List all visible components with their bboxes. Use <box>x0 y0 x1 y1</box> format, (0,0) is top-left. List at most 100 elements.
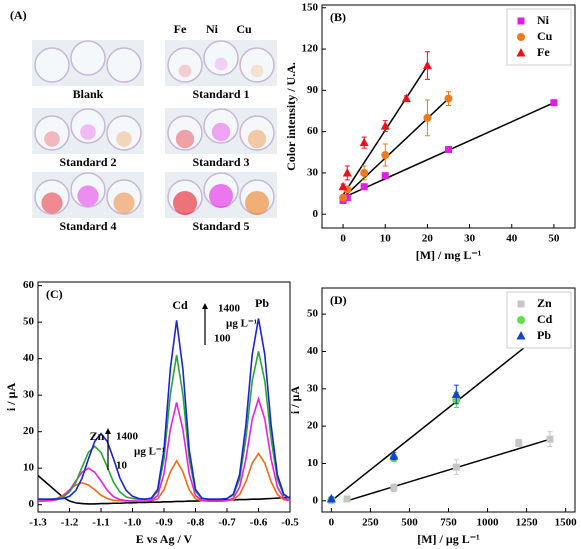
fit-line <box>330 326 551 502</box>
color-spot <box>41 192 63 214</box>
legend-marker <box>517 300 525 308</box>
legend-label: Zn <box>537 296 552 310</box>
marker <box>338 181 348 191</box>
y-tick-label: 10 <box>307 457 319 469</box>
y-tick-label: 150 <box>302 1 319 13</box>
x-axis-label: E vs Ag / V <box>136 532 193 546</box>
y-tick-label: 30 <box>23 389 35 401</box>
fit-line <box>342 98 450 199</box>
legend-marker <box>516 331 526 340</box>
x-tick-label: 0 <box>340 233 346 245</box>
marker <box>360 168 369 177</box>
device-photo <box>32 172 144 218</box>
marker <box>451 389 461 398</box>
marker <box>515 439 523 447</box>
metal-label: Fe <box>174 22 187 36</box>
y-tick-label: 20 <box>23 425 35 437</box>
legend-marker <box>517 17 525 25</box>
voltammogram <box>38 396 291 502</box>
x-tick-label: -1.0 <box>124 517 142 529</box>
sample-label: Standard 1 <box>192 87 249 101</box>
sample-zone <box>106 179 142 215</box>
y-tick-label: 40 <box>23 352 35 364</box>
y-tick-label: 50 <box>307 308 319 320</box>
marker <box>359 137 369 147</box>
y-tick-label: 30 <box>307 382 319 394</box>
annotation: 100 <box>214 333 231 345</box>
sample-zone <box>70 172 106 208</box>
x-tick-label: -0.9 <box>155 517 173 529</box>
x-tick-label: 500 <box>401 517 418 529</box>
color-spot <box>116 131 132 147</box>
x-tick-label: 1000 <box>477 517 500 529</box>
fit-line <box>346 438 551 502</box>
arrow-head <box>105 428 111 434</box>
annotation: µg L⁻¹ <box>134 446 165 458</box>
x-tick-label: 20 <box>422 233 434 245</box>
marker <box>380 121 390 130</box>
x-tick-label: 40 <box>506 233 518 245</box>
color-spot <box>209 184 233 208</box>
y-tick-label: 90 <box>307 84 319 96</box>
legend-marker <box>517 33 525 41</box>
marker <box>452 463 460 471</box>
y-axis-label: i / µA <box>288 386 302 415</box>
marker <box>360 183 368 191</box>
sample-zone <box>239 47 275 83</box>
color-spot <box>44 131 60 147</box>
marker <box>550 99 558 107</box>
x-tick-label: 750 <box>440 517 457 529</box>
x-tick-label: -0.7 <box>218 517 236 529</box>
marker <box>339 193 348 202</box>
y-tick-label: 50 <box>23 316 35 328</box>
sample-zone <box>203 108 239 144</box>
sample-label: Standard 4 <box>59 219 116 233</box>
x-tick-label: -0.6 <box>250 517 268 529</box>
x-tick-label: -1.2 <box>61 517 79 529</box>
device-photo <box>165 172 277 218</box>
annotation: Zn <box>90 429 105 443</box>
marker <box>343 495 351 503</box>
sample-zone <box>70 108 106 144</box>
marker <box>401 93 411 103</box>
x-tick-label: 0 <box>329 517 335 529</box>
y-tick-label: 0 <box>313 494 319 506</box>
color-spot <box>173 191 197 215</box>
sample-zone <box>203 40 239 76</box>
panel-label: (B) <box>330 10 346 24</box>
x-axis-label: [M] / mg L⁻¹ <box>416 248 482 262</box>
voltammogram <box>37 474 291 505</box>
y-tick-label: 10 <box>23 462 35 474</box>
metal-label: Cu <box>236 22 252 36</box>
x-tick-label: 1250 <box>516 517 539 529</box>
annotation: 1400 <box>116 431 139 443</box>
device-photo <box>165 40 277 86</box>
y-tick-label: 30 <box>307 166 319 178</box>
x-tick-label: 1500 <box>555 517 578 529</box>
marker <box>381 151 390 160</box>
color-spot <box>211 122 231 142</box>
voltammogram <box>38 318 291 501</box>
y-axis-label: Color intensity / U.A. <box>284 62 298 171</box>
marker <box>389 451 399 460</box>
x-tick-label: 10 <box>380 233 392 245</box>
panel-label: (A) <box>10 8 27 22</box>
marker <box>422 60 432 70</box>
color-spot <box>214 57 228 71</box>
color-spot <box>77 185 99 207</box>
legend-label: Cd <box>537 312 553 326</box>
sample-label: Blank <box>73 87 104 101</box>
sample-label: Standard 2 <box>59 155 116 169</box>
color-spot <box>250 64 264 78</box>
metal-label: Ni <box>206 22 219 36</box>
legend-label: Cu <box>537 29 553 43</box>
annotation: µg L⁻¹ <box>226 318 257 330</box>
marker <box>546 435 554 443</box>
marker <box>326 493 336 503</box>
x-tick-label: 50 <box>548 233 560 245</box>
panel-label: (C) <box>46 287 63 301</box>
device-photo <box>165 108 277 154</box>
color-spot <box>247 129 267 149</box>
x-tick-label: -1.3 <box>29 517 47 529</box>
